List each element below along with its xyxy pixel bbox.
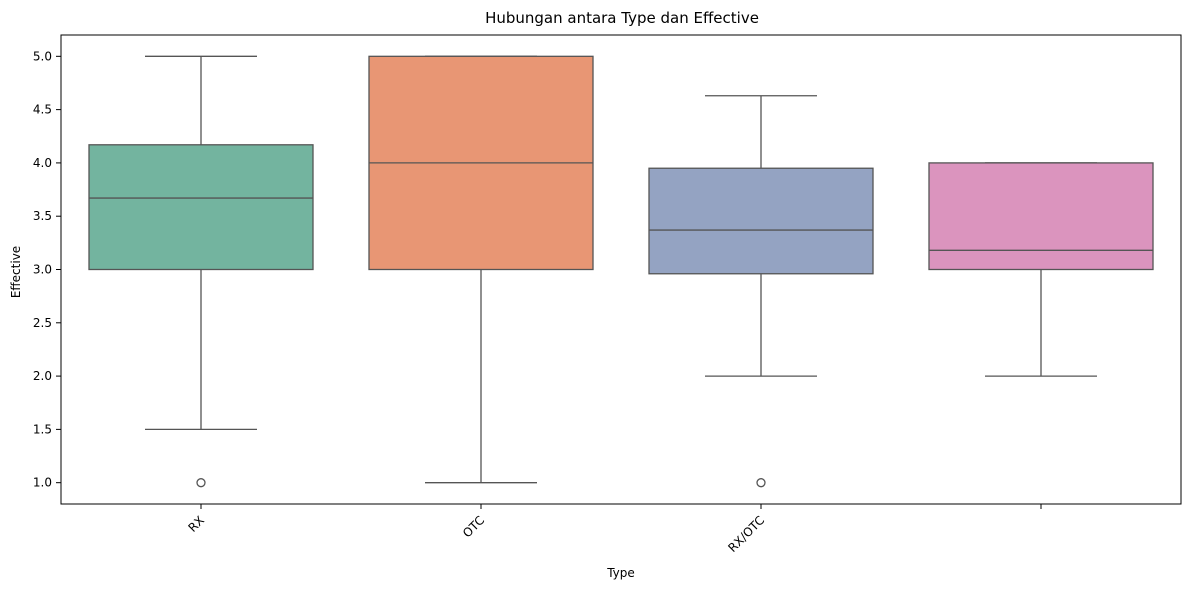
box-RX — [88, 144, 314, 271]
y-axis-label: Effective — [9, 246, 23, 298]
y-tick-label: 1.5 — [33, 422, 52, 436]
x-tick-label: RX — [186, 513, 208, 535]
y-tick-label: 1.0 — [33, 476, 52, 490]
x-tick-label: OTC — [460, 513, 487, 540]
x-axis-label: Type — [606, 566, 635, 580]
y-tick-label: 2.0 — [33, 369, 52, 383]
x-tick-label: RX/OTC — [725, 513, 767, 555]
y-tick-label: 5.0 — [33, 49, 52, 63]
y-tick-label: 3.0 — [33, 263, 52, 277]
chart-title: Hubungan antara Type dan Effective — [485, 9, 759, 27]
box-RX/OTC — [648, 167, 874, 275]
y-tick-label: 2.5 — [33, 316, 52, 330]
box-blank — [928, 162, 1154, 271]
y-tick-label: 3.5 — [33, 209, 52, 223]
y-tick-label: 4.0 — [33, 156, 52, 170]
outlier-point — [756, 478, 766, 488]
plot-area: 1.0 1.5 2.0 2.5 3.0 3.5 4.0 4.5 5.0 RX OTC RX/OTC — [33, 34, 1182, 555]
y-tick-label: 4.5 — [33, 103, 52, 117]
outlier-point — [196, 478, 206, 488]
